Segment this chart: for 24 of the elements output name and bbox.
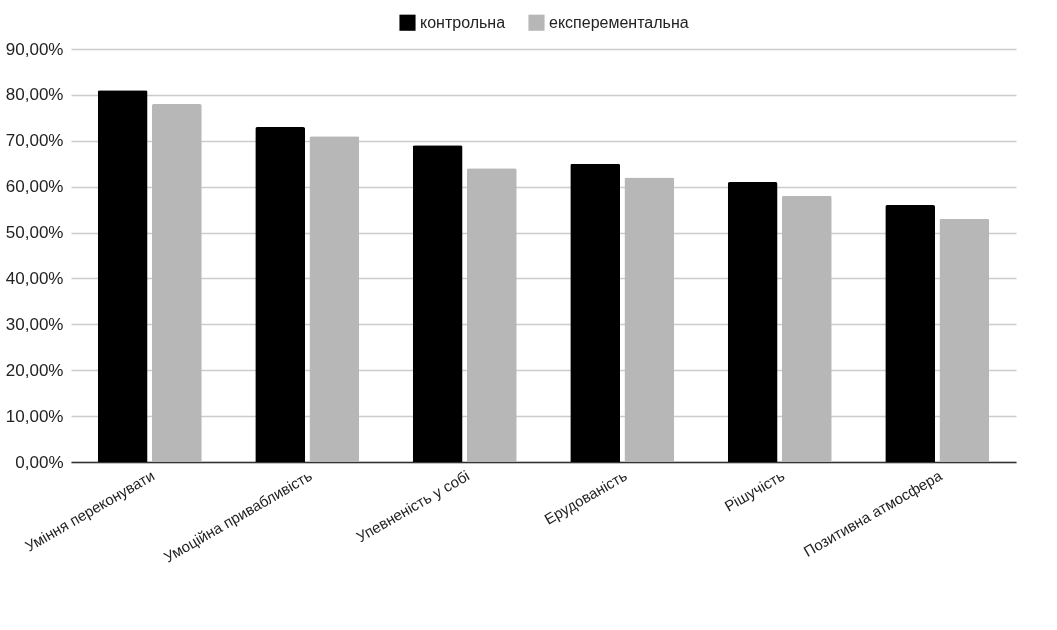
y-tick-label: 50,00% [5, 223, 64, 243]
bar [412, 145, 463, 462]
bar [781, 195, 832, 462]
y-tick-label: 60,00% [5, 177, 64, 197]
bar [727, 182, 778, 462]
y-tick-label: 80,00% [5, 85, 64, 105]
bar [255, 127, 306, 462]
y-tick-label: 40,00% [5, 268, 64, 288]
legend-label: контрольна [420, 13, 506, 31]
y-tick-label: 70,00% [5, 131, 64, 151]
bar [466, 168, 517, 462]
bar [939, 218, 990, 462]
y-tick-label: 10,00% [5, 406, 64, 426]
bar [885, 205, 936, 462]
bar [570, 163, 621, 462]
y-tick-label: 30,00% [5, 314, 64, 334]
legend-label: експерементальна [549, 13, 689, 31]
bar [151, 104, 202, 462]
bar [309, 136, 360, 462]
y-tick-label: 0,00% [15, 452, 64, 472]
y-tick-label: 90,00% [5, 39, 64, 59]
bar [624, 177, 675, 462]
y-tick-label: 20,00% [5, 360, 64, 380]
bar [97, 90, 148, 462]
